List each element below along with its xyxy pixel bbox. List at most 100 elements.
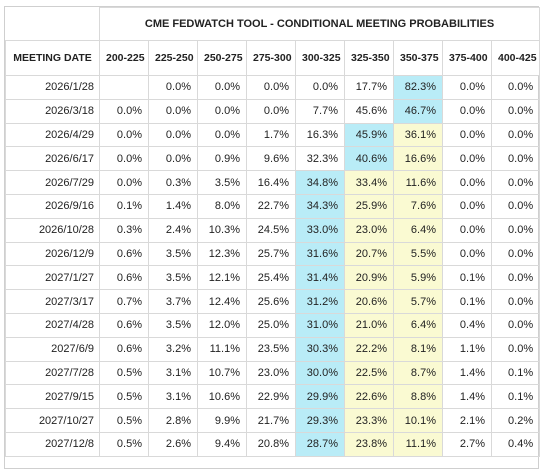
meeting-date-cell: 2026/6/17 xyxy=(5,146,100,172)
probability-cell: 0.0% xyxy=(490,336,541,362)
probability-cell: 30.3% xyxy=(295,336,345,362)
table-row: 2026/4/29 0.0% 0.0% 0.0% 1.7% 16.3% 45.9% 36.1%… xyxy=(5,122,541,148)
probability-cell: 0.0% xyxy=(490,146,541,172)
probability-cell: 0.0% xyxy=(442,122,492,148)
probability-cell: 28.7% xyxy=(295,431,345,457)
column-header-row: MEETING DATE 200-225 225-250 250-275 275-300… xyxy=(5,40,541,76)
probability-cell: 22.2% xyxy=(344,336,394,362)
probability-cell: 8.0% xyxy=(197,193,247,219)
probability-cell: 34.8% xyxy=(295,170,345,195)
probability-cell: 0.0% xyxy=(99,146,149,172)
probability-cell: 33.4% xyxy=(344,170,394,195)
probability-cell: 0.0% xyxy=(99,170,149,195)
column-header-225-250: 225-250 xyxy=(148,40,198,76)
probability-cell: 0.0% xyxy=(490,241,541,267)
table-body: 2026/1/28 0.0% 0.0% 0.0% 0.0% 17.7% 82.3% 0.0% 0… xyxy=(5,75,541,457)
probability-cell: 8.8% xyxy=(393,384,443,410)
probability-cell: 0.1% xyxy=(490,360,541,386)
probability-cell: 36.1% xyxy=(393,122,443,148)
probability-cell xyxy=(99,75,149,100)
probability-cell: 16.4% xyxy=(246,170,296,195)
probability-cell: 0.0% xyxy=(197,98,247,124)
probability-cell: 0.6% xyxy=(99,336,149,362)
probability-cell: 0.0% xyxy=(99,98,149,124)
title-row: CME FEDWATCH TOOL - CONDITIONAL MEETING … xyxy=(5,7,541,41)
probability-cell: 10.3% xyxy=(197,217,247,243)
probability-cell: 0.0% xyxy=(197,75,247,100)
probability-cell: 0.3% xyxy=(99,217,149,243)
probability-cell: 31.0% xyxy=(295,312,345,338)
probability-cell: 0.0% xyxy=(490,265,541,291)
probability-cell: 12.0% xyxy=(197,312,247,338)
probability-cell: 25.0% xyxy=(246,312,296,338)
probability-cell: 3.7% xyxy=(148,289,198,314)
table-row: 2027/12/8 0.5% 2.6% 9.4% 20.8% 28.7% 23.8% 11.1… xyxy=(5,431,541,457)
probability-cell: 32.3% xyxy=(295,146,345,172)
meeting-date-cell: 2027/3/17 xyxy=(5,289,100,314)
probability-cell: 0.0% xyxy=(442,193,492,219)
probability-cell: 24.5% xyxy=(246,217,296,243)
probability-cell: 0.5% xyxy=(99,431,149,457)
probability-cell: 0.0% xyxy=(490,170,541,195)
corner-cell xyxy=(5,7,100,41)
probability-cell: 33.0% xyxy=(295,217,345,243)
probability-cell: 1.1% xyxy=(442,336,492,362)
meeting-date-cell: 2026/10/28 xyxy=(5,217,100,243)
column-header-meeting-date: MEETING DATE xyxy=(5,40,100,76)
probability-cell: 0.0% xyxy=(490,312,541,338)
probability-cell: 1.4% xyxy=(442,384,492,410)
probability-cell: 1.4% xyxy=(148,193,198,219)
probability-cell: 0.0% xyxy=(295,75,345,100)
probability-table: CME FEDWATCH TOOL - CONDITIONAL MEETING … xyxy=(5,7,541,457)
probability-cell: 31.4% xyxy=(295,265,345,291)
probability-cell: 82.3% xyxy=(393,75,443,100)
probability-cell: 0.0% xyxy=(442,217,492,243)
probability-cell: 2.6% xyxy=(148,431,198,457)
meeting-date-cell: 2027/6/9 xyxy=(5,336,100,362)
probability-cell: 9.9% xyxy=(197,408,247,433)
probability-cell: 0.0% xyxy=(442,75,492,100)
probability-cell: 0.1% xyxy=(442,265,492,291)
probability-cell: 3.5% xyxy=(148,265,198,291)
table-title: CME FEDWATCH TOOL - CONDITIONAL MEETING … xyxy=(98,7,541,41)
probability-cell: 23.3% xyxy=(344,408,394,433)
probability-cell: 0.6% xyxy=(99,265,149,291)
probability-cell: 0.0% xyxy=(442,170,492,195)
probability-cell: 1.7% xyxy=(246,122,296,148)
probability-cell: 11.1% xyxy=(197,336,247,362)
column-header-400-425: 400-425 xyxy=(490,40,541,76)
column-header-200-225: 200-225 xyxy=(99,40,149,76)
probability-cell: 22.6% xyxy=(344,384,394,410)
table-row: 2027/1/27 0.6% 3.5% 12.1% 25.4% 31.4% 20.9% 5.9… xyxy=(5,265,541,291)
probability-cell: 3.2% xyxy=(148,336,198,362)
column-header-300-325: 300-325 xyxy=(295,40,345,76)
probability-cell: 8.1% xyxy=(393,336,443,362)
column-header-350-375: 350-375 xyxy=(393,40,443,76)
probability-cell: 0.0% xyxy=(442,146,492,172)
probability-cell: 11.1% xyxy=(393,431,443,457)
meeting-date-cell: 2026/3/18 xyxy=(5,98,100,124)
meeting-date-cell: 2027/9/15 xyxy=(5,384,100,410)
probability-cell: 0.4% xyxy=(490,431,541,457)
probability-cell: 2.4% xyxy=(148,217,198,243)
probability-cell: 10.1% xyxy=(393,408,443,433)
probability-cell: 3.1% xyxy=(148,360,198,386)
probability-cell: 12.4% xyxy=(197,289,247,314)
probability-cell: 25.4% xyxy=(246,265,296,291)
probability-cell: 31.6% xyxy=(295,241,345,267)
probability-cell: 29.3% xyxy=(295,408,345,433)
meeting-date-cell: 2027/12/8 xyxy=(5,431,100,457)
probability-cell: 3.5% xyxy=(197,170,247,195)
table-row: 2026/7/29 0.0% 0.3% 3.5% 16.4% 34.8% 33.4% 11.6… xyxy=(5,170,541,195)
column-header-275-300: 275-300 xyxy=(246,40,296,76)
probability-cell: 2.8% xyxy=(148,408,198,433)
probability-cell: 9.4% xyxy=(197,431,247,457)
probability-cell: 25.6% xyxy=(246,289,296,314)
probability-cell: 0.0% xyxy=(246,98,296,124)
table-row: 2027/6/9 0.6% 3.2% 11.1% 23.5% 30.3% 22.2% 8.1%… xyxy=(5,336,541,362)
probability-cell: 0.6% xyxy=(99,241,149,267)
probability-cell: 5.5% xyxy=(393,241,443,267)
probability-cell: 45.9% xyxy=(344,122,394,148)
probability-cell: 9.6% xyxy=(246,146,296,172)
meeting-date-cell: 2027/1/27 xyxy=(5,265,100,291)
